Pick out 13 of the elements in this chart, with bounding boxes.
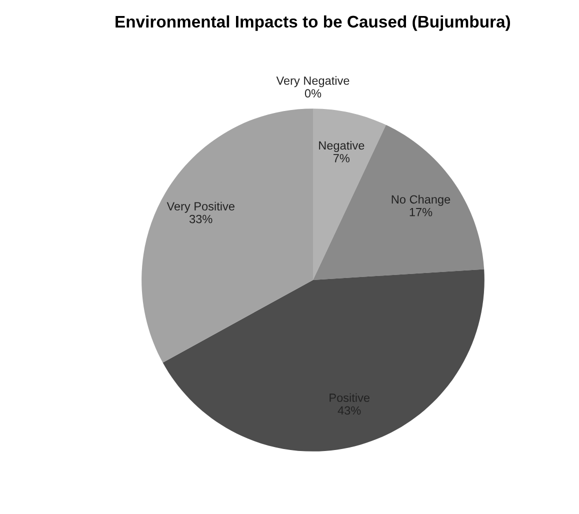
text: 0%	[304, 89, 322, 98]
data-label: 17%	[410, 208, 432, 216]
chart-title: Environmental Impacts to be Caused (Bujumbura)	[116, 15, 510, 31]
pie-slice	[313, 124, 484, 280]
slice-label: Very Positive	[166, 202, 234, 213]
pie-slice	[313, 108, 386, 280]
slice-label: No Change	[392, 194, 450, 206]
pie-slice	[142, 108, 313, 363]
data-label: 7%	[333, 154, 350, 162]
category-label: Very Negative	[276, 76, 350, 88]
pie-slice	[162, 269, 484, 452]
data-label: 33%	[189, 214, 212, 224]
slice-label: Negative	[319, 140, 364, 152]
